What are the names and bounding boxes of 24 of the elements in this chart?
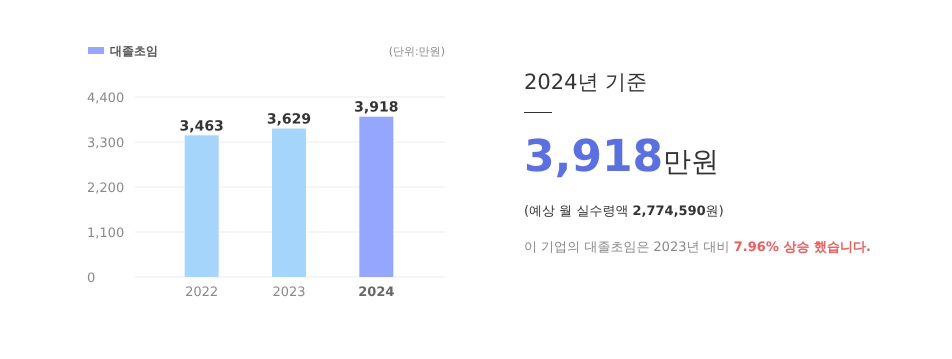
y-tick-label: 1,100 bbox=[87, 226, 124, 241]
text: 7.96% 상승 했습니다. bbox=[734, 240, 871, 255]
x-tick-label: 2023 bbox=[272, 285, 306, 300]
bar bbox=[184, 135, 219, 277]
y-tick-label: 0 bbox=[87, 271, 96, 286]
text: 원) bbox=[706, 204, 724, 219]
x-tick-label: 2024 bbox=[358, 285, 394, 300]
text: 2024년 기준 bbox=[524, 69, 648, 96]
text: 이 기업의 대졸초임은 2023년 대비 bbox=[524, 240, 731, 255]
text: (예상 월 실수령액 bbox=[524, 204, 630, 219]
text: (단위:만원) bbox=[388, 45, 445, 58]
data-label: 3,463 bbox=[180, 118, 224, 134]
data-label: 3,629 bbox=[266, 112, 312, 128]
y-tick-label: 3,300 bbox=[87, 136, 124, 151]
text: 3,918 bbox=[524, 131, 664, 182]
x-tick-label: 2022 bbox=[185, 285, 218, 300]
y-tick-label: 4,400 bbox=[87, 91, 124, 106]
y-tick-label: 2,200 bbox=[87, 181, 124, 196]
data-label: 3,918 bbox=[354, 100, 398, 116]
text: 만원 bbox=[663, 145, 720, 178]
text: 2,774,590 bbox=[632, 204, 706, 219]
bar bbox=[272, 128, 306, 277]
legend-label: 대졸초임 bbox=[110, 44, 158, 58]
bar bbox=[359, 116, 394, 277]
